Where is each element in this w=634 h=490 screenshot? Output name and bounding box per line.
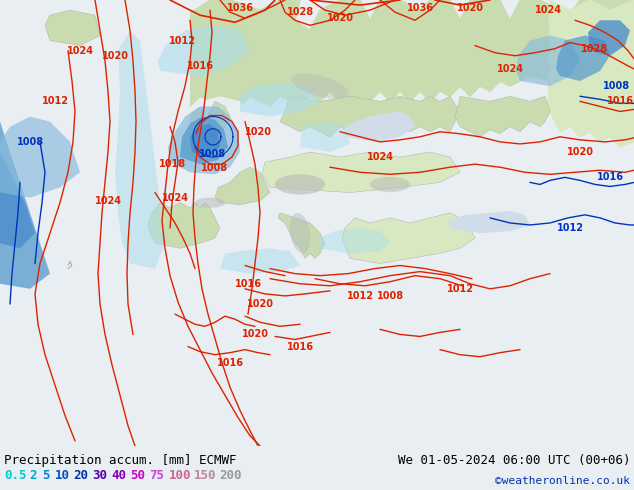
Polygon shape [190,96,260,167]
Polygon shape [0,122,50,289]
Text: 1012: 1012 [169,36,195,46]
Polygon shape [240,83,320,117]
Text: 30: 30 [93,469,108,483]
Text: 150: 150 [194,469,216,483]
Text: 1020: 1020 [456,3,484,13]
Polygon shape [588,20,630,56]
Text: 1016: 1016 [607,97,633,106]
Text: 1020: 1020 [567,147,593,157]
Text: 1016: 1016 [235,279,261,289]
Text: 1016: 1016 [186,61,214,71]
Text: 40: 40 [112,469,127,483]
Ellipse shape [290,213,311,253]
Polygon shape [205,101,230,137]
Polygon shape [448,211,530,233]
Polygon shape [180,117,228,164]
Text: 200: 200 [219,469,242,483]
Text: 10: 10 [55,469,70,483]
Text: 1024: 1024 [366,152,394,162]
Text: 1008: 1008 [604,81,631,91]
Polygon shape [516,35,580,86]
Polygon shape [556,35,610,81]
Polygon shape [455,96,550,137]
Text: 1008: 1008 [202,163,229,173]
Text: 1028: 1028 [581,44,609,53]
Polygon shape [195,233,490,266]
Polygon shape [158,25,250,76]
Polygon shape [318,228,390,253]
Polygon shape [190,123,220,157]
Text: 1016: 1016 [597,172,623,182]
Polygon shape [148,203,220,248]
Text: 0.5: 0.5 [4,469,27,483]
Text: We 01-05-2024 06:00 UTC (00+06): We 01-05-2024 06:00 UTC (00+06) [398,454,630,467]
Polygon shape [190,108,205,129]
Text: 1012: 1012 [446,284,474,294]
Text: 1020: 1020 [247,299,273,309]
Text: 1024: 1024 [162,193,188,202]
Text: 1016: 1016 [216,358,243,368]
Text: 1020: 1020 [245,127,271,137]
Bar [0,0,190,446]
Polygon shape [215,167,270,205]
Text: 1024: 1024 [67,46,93,56]
Ellipse shape [291,74,349,98]
Text: 1020: 1020 [101,51,129,61]
Text: 20: 20 [74,469,89,483]
Ellipse shape [275,174,325,195]
Text: ©weatheronline.co.uk: ©weatheronline.co.uk [495,476,630,486]
Text: 1008: 1008 [200,149,226,159]
Polygon shape [278,213,325,258]
Polygon shape [345,112,415,142]
Polygon shape [0,152,35,248]
Text: 1016: 1016 [287,342,313,352]
Polygon shape [168,106,240,174]
Polygon shape [45,10,100,46]
Polygon shape [0,0,634,106]
Polygon shape [220,248,300,273]
Text: 50: 50 [131,469,145,483]
Polygon shape [300,122,350,152]
Polygon shape [548,0,634,147]
Text: 1024: 1024 [94,196,122,206]
Polygon shape [262,152,460,193]
Text: 1036: 1036 [406,3,434,13]
Text: 1028: 1028 [287,7,314,17]
Text: Precipitation accum. [mm] ECMWF: Precipitation accum. [mm] ECMWF [4,454,236,467]
Polygon shape [115,30,165,269]
Text: 1020: 1020 [327,13,354,23]
Text: 100: 100 [169,469,191,483]
Text: 5: 5 [42,469,49,483]
Polygon shape [342,213,475,264]
Text: 1018: 1018 [158,159,186,169]
Text: 1020: 1020 [242,329,269,340]
Text: 1012: 1012 [347,291,373,301]
Text: 2: 2 [30,469,37,483]
Text: 1008: 1008 [377,291,404,301]
Text: 1012: 1012 [557,223,583,233]
Ellipse shape [195,197,225,208]
Text: 1036: 1036 [226,3,254,13]
Text: 1012: 1012 [41,97,68,106]
Text: 1008: 1008 [16,137,44,147]
Text: 1024: 1024 [496,64,524,74]
Ellipse shape [370,177,410,192]
Text: 1024: 1024 [534,5,562,15]
Polygon shape [280,96,460,137]
Polygon shape [0,117,80,197]
Text: 75: 75 [150,469,164,483]
